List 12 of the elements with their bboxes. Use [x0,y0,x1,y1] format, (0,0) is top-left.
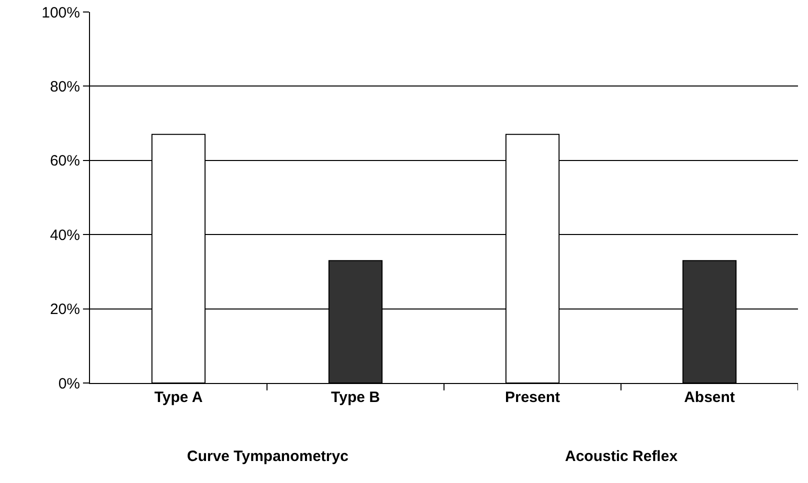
x-tick-label: Type B [331,389,380,406]
y-tick-label: 60% [50,152,80,170]
y-tick-label: 100% [42,4,80,22]
text: Curve Tympanometryc [187,448,348,465]
text: Acoustic Reflex [565,448,678,465]
y-tick-label: 80% [50,78,80,96]
y-tick-label: 20% [50,301,80,318]
y-tick-label: 40% [50,226,80,244]
y-tick-label: 0% [58,375,80,392]
x-tick-label: Type A [154,389,203,406]
x-tick-label: Absent [684,389,735,406]
x-tick-label: Present [504,389,560,406]
